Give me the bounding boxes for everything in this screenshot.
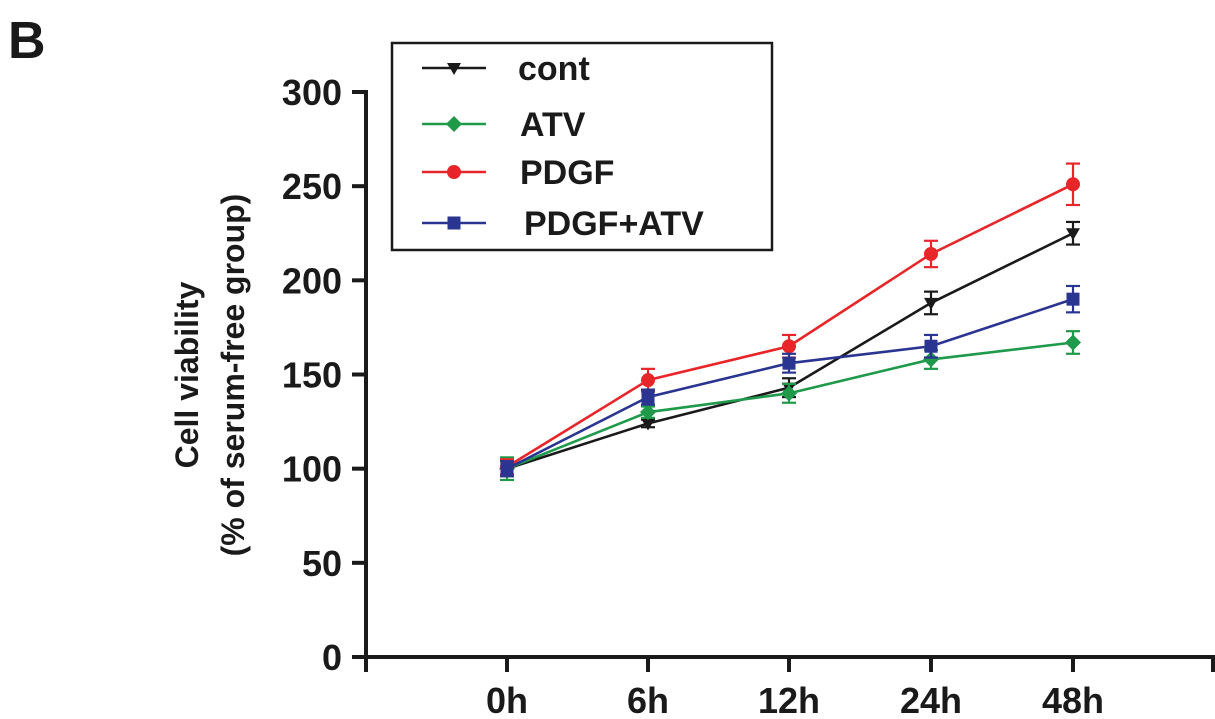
legend-label: ATV [520,106,586,144]
legend-item-cont: cont [422,50,590,88]
y-axis-title-line2: (% of serum-free group) [215,194,251,557]
y-tick-label: 150 [282,355,342,396]
data-point [641,373,655,388]
x-tick-label: 24h [900,680,962,719]
data-point [1066,177,1080,192]
x-tick-label: 48h [1042,680,1104,719]
data-point [782,339,796,354]
y-tick-label: 250 [282,166,342,207]
legend-box [390,41,774,252]
data-point [924,246,938,261]
y-axis-title-line1: Cell viability [169,281,205,468]
x-ticks: 0h 6h 12h 24h 48h [364,657,1215,719]
y-tick-label: 100 [282,449,342,490]
data-point [781,385,797,402]
series-pdgf-atv [500,284,1080,478]
data-point [641,418,655,431]
legend-item-atv: ATV [422,106,586,144]
legend-marker [447,63,461,75]
data-point [1066,292,1080,306]
legend-item-pdgf-atv: PDGF+ATV [422,205,704,243]
y-tick-label: 200 [282,260,342,301]
legend-label: PDGF [520,154,614,192]
y-tick-label: 0 [322,637,342,678]
data-point [640,404,656,421]
y-tick-label: 300 [282,72,342,113]
data-point [924,339,938,353]
data-point [924,297,938,310]
x-tick-label: 6h [627,680,669,719]
data-point [782,356,796,370]
legend-label: cont [518,50,590,88]
legend-marker [447,216,461,230]
legend-marker [446,116,462,132]
x-tick-label: 0h [486,680,528,719]
legend-marker [447,165,461,179]
y-ticks: 0 50 100 150 200 250 300 [282,72,366,678]
data-point [1066,228,1080,241]
panel-label: B [8,12,46,70]
plot-area [499,162,1081,482]
y-tick-label: 50 [302,543,342,584]
y-axis-title: Cell viability (% of serum-free group) [169,194,251,557]
data-point [1065,334,1081,351]
legend-items: cont ATV PDGF PDGF+ATV [422,50,704,243]
data-point [500,462,514,476]
data-point [641,390,655,404]
x-tick-label: 12h [758,680,820,719]
legend-label: PDGF+ATV [524,205,704,243]
legend: cont ATV PDGF PDGF+ATV [390,41,774,252]
data-point [923,351,939,368]
legend-item-pdgf: PDGF [422,154,614,192]
